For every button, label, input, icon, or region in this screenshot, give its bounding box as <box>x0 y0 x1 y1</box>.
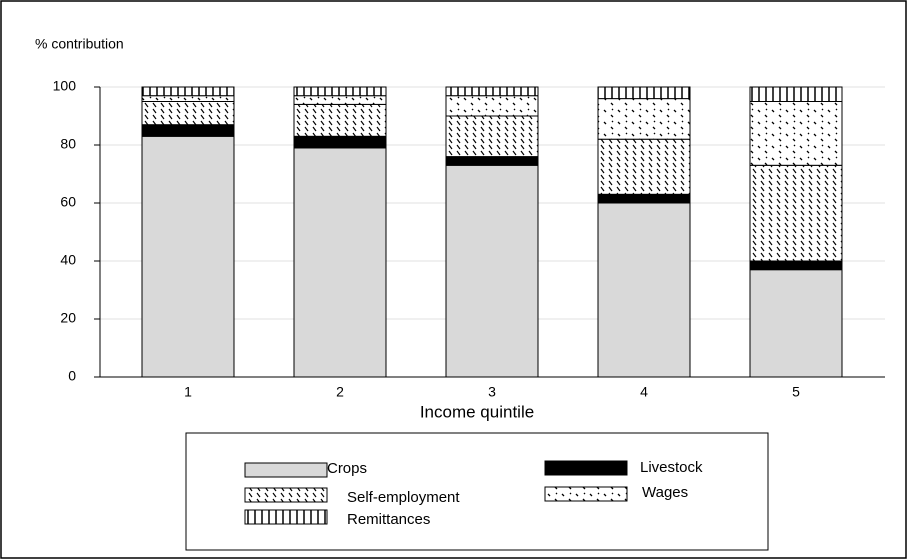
legend-swatch <box>544 486 628 502</box>
x-tick-label: 4 <box>640 384 648 400</box>
bar-segment <box>445 95 539 117</box>
bar-segment <box>445 86 539 97</box>
bar-segment <box>749 260 843 271</box>
bar-segment <box>597 202 691 378</box>
bar-segment <box>293 95 387 105</box>
legend-label: Self-employment <box>347 489 460 506</box>
bar-segment <box>293 147 387 378</box>
y-tick-label: 100 <box>53 78 77 94</box>
x-tick-label: 3 <box>488 384 496 400</box>
x-axis-title: Income quintile <box>420 402 534 421</box>
legend-swatch <box>244 487 328 503</box>
bar-segment <box>141 101 235 126</box>
y-tick-label: 20 <box>60 310 76 326</box>
bar-segment <box>749 86 843 102</box>
y-tick-label: 40 <box>60 252 76 268</box>
bar-segment <box>749 164 843 262</box>
bar-segment <box>597 138 691 195</box>
legend-label: Crops <box>327 460 367 477</box>
legend-label: Wages <box>642 484 688 501</box>
x-tick-label: 5 <box>792 384 800 400</box>
bar-segment <box>597 98 691 140</box>
bar-segment <box>597 86 691 100</box>
bar-segment <box>749 269 843 378</box>
legend-swatch <box>544 460 628 476</box>
legend-swatch <box>244 462 328 478</box>
y-axis-title: % contribution <box>35 36 124 52</box>
bar-segment <box>293 135 387 149</box>
legend-swatch <box>244 509 328 525</box>
y-tick-label: 80 <box>60 136 76 152</box>
bar-segment <box>445 156 539 166</box>
bar-segment <box>141 95 235 102</box>
y-tick-label: 0 <box>68 368 76 384</box>
bar-segment <box>597 193 691 204</box>
bar-segment <box>141 124 235 137</box>
bar-segment <box>141 135 235 378</box>
x-tick-label: 2 <box>336 384 344 400</box>
y-tick-label: 60 <box>60 194 76 210</box>
bar-segment <box>293 86 387 97</box>
legend-label: Livestock <box>640 459 703 476</box>
legend-label: Remittances <box>347 511 430 528</box>
bar-segment <box>749 101 843 166</box>
bar-segment <box>141 86 235 97</box>
bar-segment <box>445 115 539 158</box>
bar-segment <box>445 164 539 378</box>
bar-segment <box>293 103 387 137</box>
x-tick-label: 1 <box>184 384 192 400</box>
